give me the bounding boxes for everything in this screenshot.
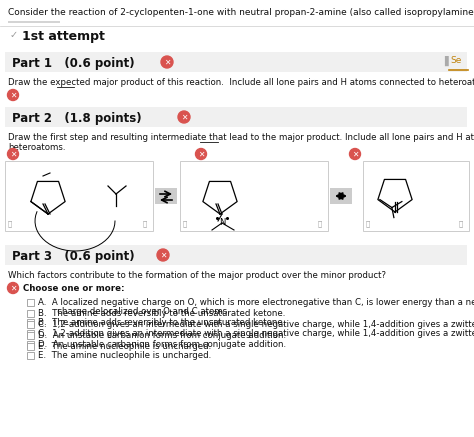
Text: B.  The amine adds reversibly to the unsaturated ketone.: B. The amine adds reversibly to the unsa… <box>38 309 285 318</box>
Bar <box>27 310 34 317</box>
Text: ▌: ▌ <box>444 56 452 66</box>
Bar <box>27 343 34 350</box>
Text: Se: Se <box>450 56 461 65</box>
Text: ⓘ: ⓘ <box>8 220 12 227</box>
Text: ⓘ: ⓘ <box>183 220 187 227</box>
Bar <box>5 107 467 127</box>
Text: heteroatoms.: heteroatoms. <box>8 143 65 152</box>
Text: N: N <box>219 218 225 227</box>
Bar <box>330 188 352 204</box>
Text: Part 3   (0.6 point): Part 3 (0.6 point) <box>12 250 135 263</box>
Circle shape <box>195 149 207 160</box>
Text: ✕: ✕ <box>181 113 187 122</box>
Bar <box>5 161 153 231</box>
Bar <box>27 352 34 359</box>
Text: Consider the reaction of 2-cyclopenten-1-one with neutral propan-2-amine (also c: Consider the reaction of 2-cyclopenten-1… <box>8 8 474 17</box>
Bar <box>155 188 177 204</box>
Bar <box>27 319 34 326</box>
Circle shape <box>349 149 361 160</box>
Text: ⓘ: ⓘ <box>366 220 370 227</box>
Text: ✕: ✕ <box>10 150 16 159</box>
Circle shape <box>157 249 169 261</box>
Circle shape <box>8 90 18 101</box>
Text: Part 2   (1.8 points): Part 2 (1.8 points) <box>12 112 142 125</box>
Text: C.  1,2-addition gives an intermediate with a single negative charge, while 1,4-: C. 1,2-addition gives an intermediate wi… <box>38 329 474 338</box>
Text: D.  An unstable carbanion forms from conjugate addition.: D. An unstable carbanion forms from conj… <box>38 331 286 340</box>
Text: C.  1,2-addition gives an intermediate with a single negative charge, while 1,4-: C. 1,2-addition gives an intermediate wi… <box>38 320 474 329</box>
Text: E.  The amine nucleophile is uncharged.: E. The amine nucleophile is uncharged. <box>38 351 211 360</box>
Bar <box>27 332 34 339</box>
Text: ✕: ✕ <box>198 150 204 159</box>
Bar <box>5 52 467 72</box>
Text: ✕: ✕ <box>10 284 16 293</box>
Text: ✕: ✕ <box>164 58 170 67</box>
Text: ⛶: ⛶ <box>318 220 322 227</box>
Text: ⛶: ⛶ <box>143 220 147 227</box>
Text: 1st attempt: 1st attempt <box>22 30 105 43</box>
Text: A.  A localized negative charge on O, which is more electronegative than C, is l: A. A localized negative charge on O, whi… <box>38 298 474 307</box>
Bar <box>27 321 34 328</box>
Text: ✓: ✓ <box>10 30 18 40</box>
Text: D.  An unstable carbanion forms from conjugate addition.: D. An unstable carbanion forms from conj… <box>38 340 286 349</box>
Text: Draw the expected major product of this reaction.  Include all lone pairs and H : Draw the expected major product of this … <box>8 78 474 87</box>
Bar <box>180 161 328 231</box>
Text: charge delocalized over O and C atoms.: charge delocalized over O and C atoms. <box>38 307 230 316</box>
Bar <box>27 330 34 337</box>
Text: Which factors contribute to the formation of the major product over the minor pr: Which factors contribute to the formatio… <box>8 271 386 280</box>
Bar <box>363 161 469 231</box>
Circle shape <box>178 111 190 123</box>
Text: E.  The amine nucleophile is uncharged.: E. The amine nucleophile is uncharged. <box>38 342 211 351</box>
Text: Choose one or more:: Choose one or more: <box>23 284 125 293</box>
Text: ⛶: ⛶ <box>459 220 463 227</box>
Text: B.  The amine adds reversibly to the unsaturated ketone.: B. The amine adds reversibly to the unsa… <box>38 318 285 327</box>
Circle shape <box>8 149 18 160</box>
Text: ✕: ✕ <box>352 150 358 159</box>
Bar <box>27 341 34 348</box>
Text: Part 1   (0.6 point): Part 1 (0.6 point) <box>12 57 135 70</box>
Bar <box>27 299 34 306</box>
Circle shape <box>8 282 18 294</box>
Bar <box>5 245 467 265</box>
Text: Draw the first step and resulting intermediate that lead to the major product. I: Draw the first step and resulting interm… <box>8 133 474 142</box>
Text: ✕: ✕ <box>160 251 166 260</box>
Circle shape <box>161 56 173 68</box>
Text: ✕: ✕ <box>10 91 16 100</box>
